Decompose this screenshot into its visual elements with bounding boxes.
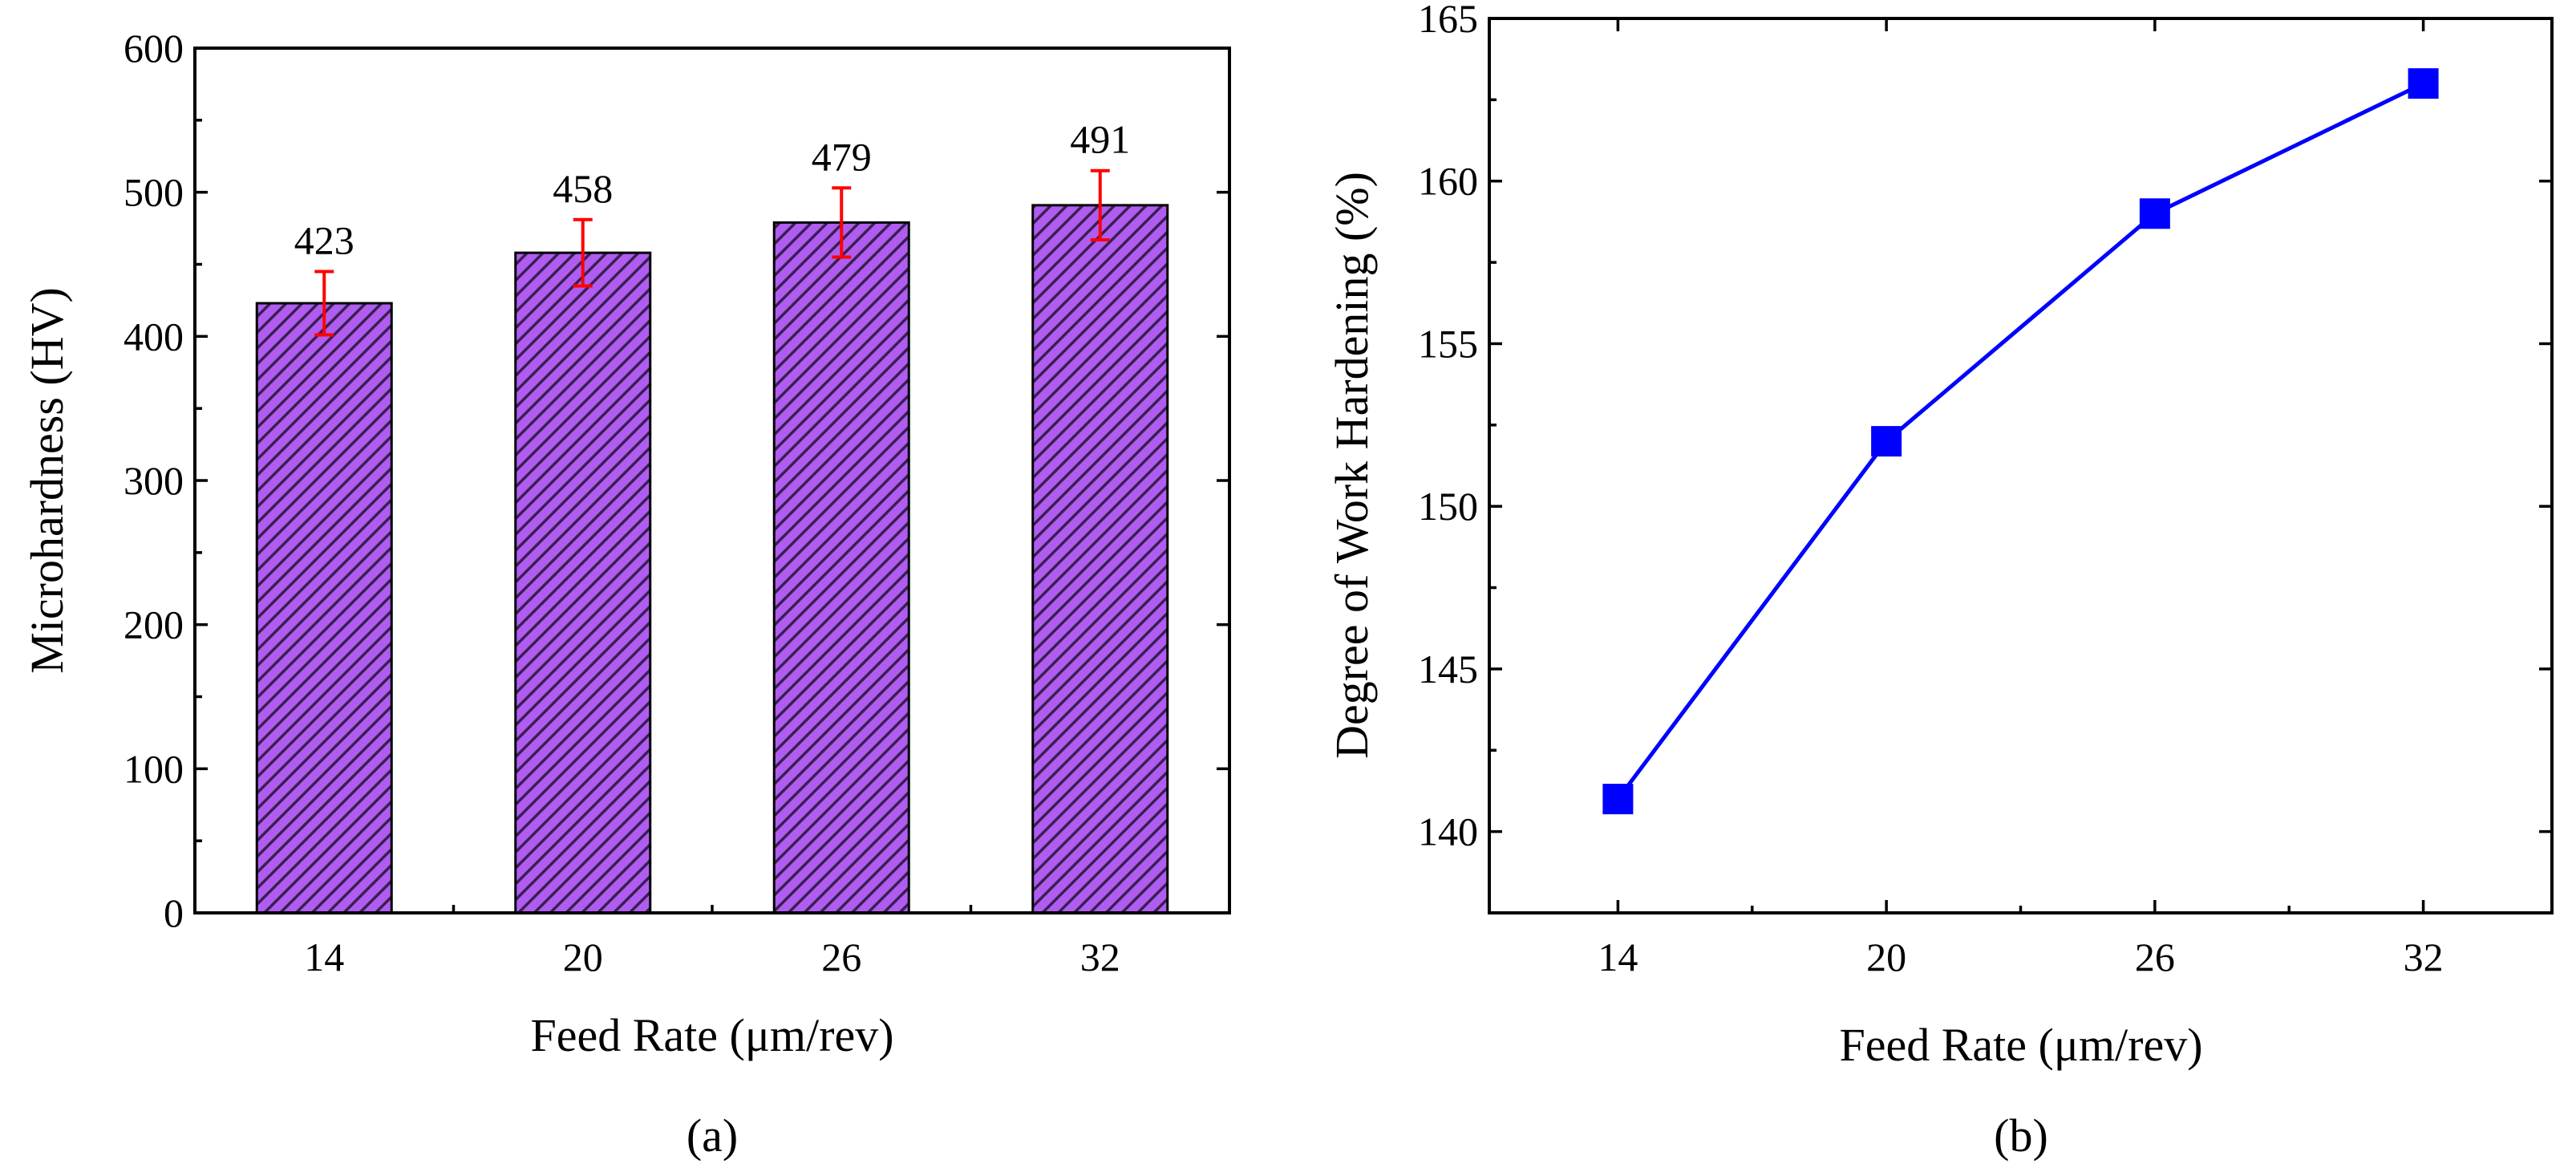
bar-data-labels: 423 458 479 491 bbox=[294, 117, 1131, 263]
line-y-tick-label: 145 bbox=[1418, 647, 1478, 691]
bar-y-axis-title: Microhardness (HV) bbox=[21, 287, 73, 674]
bar-y-axis-ticks: 0 100 200 300 400 500 600 bbox=[124, 26, 1229, 935]
line-chart-panel: 140 145 150 155 160 165 14 20 26 32 Degree of Wo… bbox=[1326, 0, 2554, 1162]
bar-32 bbox=[1031, 204, 1169, 914]
line-y-tick-label: 140 bbox=[1418, 809, 1478, 854]
bar-x-tick-label: 14 bbox=[304, 935, 344, 979]
data-point-26 bbox=[2139, 198, 2170, 229]
data-point-14 bbox=[1602, 784, 1634, 815]
line-plot-frame bbox=[1488, 17, 2554, 914]
bar-14 bbox=[255, 302, 393, 914]
line-y-tick-label: 155 bbox=[1418, 321, 1478, 366]
bar-x-axis-title: Feed Rate (μm/rev) bbox=[530, 1009, 893, 1061]
line-x-axis-title: Feed Rate (μm/rev) bbox=[1839, 1019, 2202, 1071]
line-x-tick-label: 20 bbox=[1866, 935, 1906, 979]
line-x-tick-label: 32 bbox=[2404, 935, 2444, 979]
data-point-20 bbox=[1871, 426, 1902, 457]
line-y-tick-label: 150 bbox=[1418, 484, 1478, 529]
bar-y-tick-label: 0 bbox=[164, 890, 184, 935]
bar-y-tick-label: 400 bbox=[124, 314, 184, 359]
bar-x-tick-label: 32 bbox=[1080, 935, 1120, 979]
error-bars bbox=[314, 168, 1110, 337]
panel-label-b: (b) bbox=[1994, 1109, 2048, 1162]
bar-y-tick-label: 300 bbox=[124, 458, 184, 503]
line-series bbox=[1602, 68, 2439, 815]
line-x-axis-ticks: 14 20 26 32 bbox=[1598, 18, 2444, 979]
bar-x-tick-label: 26 bbox=[821, 935, 861, 979]
bar-value-label-20: 458 bbox=[553, 166, 613, 211]
bar-chart-panel: 423 458 479 491 0 100 200 300 400 500 600 14 20 26 3… bbox=[21, 26, 1231, 1162]
line-y-tick-label: 165 bbox=[1418, 0, 1478, 41]
line-y-tick-label: 160 bbox=[1418, 159, 1478, 204]
bar-y-tick-label: 100 bbox=[124, 746, 184, 791]
bar-value-label-26: 479 bbox=[812, 134, 872, 179]
series-line bbox=[1616, 81, 2424, 801]
bar-x-axis-ticks: 14 20 26 32 bbox=[193, 905, 1231, 979]
bar-26 bbox=[772, 221, 910, 914]
line-y-axis-ticks: 140 145 150 155 160 165 bbox=[1418, 0, 2552, 854]
bar-x-tick-label: 20 bbox=[563, 935, 603, 979]
bar-y-tick-label: 200 bbox=[124, 602, 184, 647]
bar-series bbox=[255, 204, 1169, 914]
bar-value-label-14: 423 bbox=[294, 217, 354, 262]
bar-y-tick-label: 600 bbox=[124, 26, 184, 71]
line-x-tick-label: 14 bbox=[1598, 935, 1638, 979]
line-y-axis-title: Degree of Work Hardening (%) bbox=[1326, 172, 1378, 759]
bar-value-label-32: 491 bbox=[1070, 117, 1130, 162]
line-x-tick-label: 26 bbox=[2135, 935, 2175, 979]
bar-y-tick-label: 500 bbox=[124, 170, 184, 215]
bar-20 bbox=[514, 251, 652, 914]
data-point-32 bbox=[2408, 68, 2439, 99]
panel-label-a: (a) bbox=[687, 1109, 738, 1162]
